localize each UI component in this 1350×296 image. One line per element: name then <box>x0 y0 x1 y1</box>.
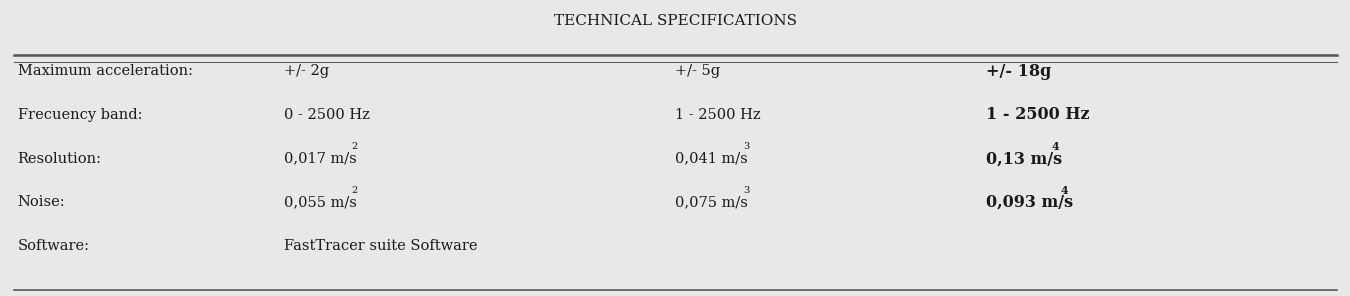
Text: 0,13 m/s: 0,13 m/s <box>986 150 1061 167</box>
Text: 3: 3 <box>744 186 749 195</box>
Text: 0,017 m/s: 0,017 m/s <box>284 152 356 166</box>
Text: Software:: Software: <box>18 239 89 253</box>
Text: 1 - 2500 Hz: 1 - 2500 Hz <box>675 108 760 122</box>
Text: Maximum acceleration:: Maximum acceleration: <box>18 64 193 78</box>
Text: TECHNICAL SPECIFICATIONS: TECHNICAL SPECIFICATIONS <box>554 14 796 28</box>
Text: +/- 18g: +/- 18g <box>986 62 1050 80</box>
Text: 4: 4 <box>1052 141 1060 152</box>
Text: Frecuency band:: Frecuency band: <box>18 108 142 122</box>
Text: +/- 5g: +/- 5g <box>675 64 720 78</box>
Text: 0,093 m/s: 0,093 m/s <box>986 194 1073 211</box>
Text: 2: 2 <box>352 142 358 151</box>
Text: 4: 4 <box>1060 185 1068 196</box>
Text: FastTracer suite Software: FastTracer suite Software <box>284 239 477 253</box>
Text: 1 - 2500 Hz: 1 - 2500 Hz <box>986 106 1089 123</box>
Text: +/- 2g: +/- 2g <box>284 64 328 78</box>
Text: Resolution:: Resolution: <box>18 152 101 166</box>
Text: 3: 3 <box>744 142 749 151</box>
Text: Noise:: Noise: <box>18 195 65 210</box>
Text: 2: 2 <box>352 186 358 195</box>
Text: 0,041 m/s: 0,041 m/s <box>675 152 748 166</box>
Text: 0,055 m/s: 0,055 m/s <box>284 195 356 210</box>
Text: 0,075 m/s: 0,075 m/s <box>675 195 748 210</box>
Text: 0 - 2500 Hz: 0 - 2500 Hz <box>284 108 370 122</box>
